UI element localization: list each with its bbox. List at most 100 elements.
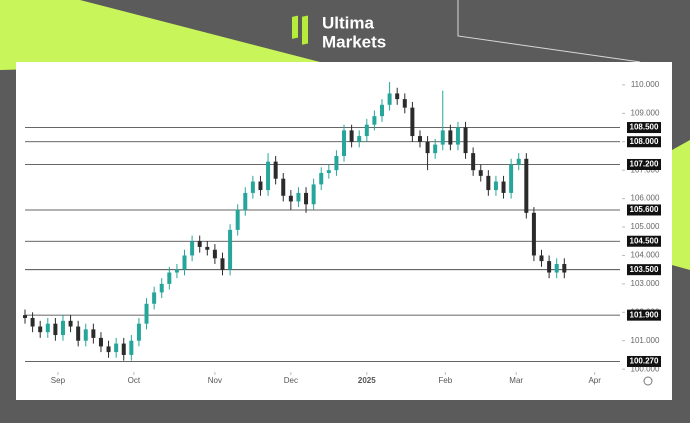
logo-text: Markets [322, 32, 386, 51]
candle-body [463, 127, 468, 154]
candle-body [212, 249, 217, 259]
candle-body [501, 181, 506, 193]
candle-body [30, 317, 35, 327]
candle-body [440, 130, 445, 145]
y-tick-label: 105.000 [631, 222, 660, 231]
x-tick-label: Nov [208, 376, 222, 385]
candle-body [83, 329, 88, 341]
candle-body [228, 229, 233, 270]
candle-body [53, 323, 58, 336]
level-label-box [627, 235, 661, 247]
candle-body [281, 178, 286, 196]
plot: 100.000101.000102.000103.000104.000105.0… [23, 80, 661, 385]
level-label: 105.600 [630, 205, 659, 214]
level-label: 108.000 [630, 137, 659, 146]
candle-body [349, 130, 354, 142]
y-tick-label: 106.000 [631, 194, 660, 203]
candle-body [524, 158, 529, 213]
candle-body [45, 323, 50, 333]
candle-body [190, 241, 195, 256]
candle-body [547, 261, 552, 273]
logo-icon [302, 15, 308, 45]
candle-body [516, 158, 521, 165]
candle-body [493, 181, 498, 191]
x-tick-label: Feb [438, 376, 452, 385]
candle-body [235, 209, 240, 230]
candle-body [167, 272, 172, 284]
x-tick-label: Oct [128, 376, 141, 385]
candle-body [326, 170, 331, 174]
candle-body [144, 303, 149, 324]
background-line [457, 0, 641, 63]
y-tick-label: 109.000 [631, 108, 660, 117]
candle-body [129, 340, 134, 355]
logo-text: Ultima [322, 13, 375, 32]
candle-body [76, 326, 81, 341]
background-accent [0, 0, 320, 70]
candle-body [91, 329, 96, 338]
level-label-box [627, 309, 661, 321]
candle-body [296, 192, 301, 202]
candle-body [486, 175, 491, 191]
logo-icon [292, 15, 298, 39]
candle-body [364, 124, 369, 137]
candle-body [152, 292, 157, 304]
candle-body [288, 195, 293, 202]
candle-body [372, 116, 377, 125]
candle-body [433, 144, 438, 154]
candle-body [106, 346, 111, 353]
level-label: 100.270 [630, 357, 659, 366]
candle-body [395, 93, 400, 100]
candle-body [243, 192, 248, 210]
candle-body [197, 241, 202, 247]
candle-body [68, 320, 73, 327]
x-tick-label: Mar [509, 376, 523, 385]
candle-body [98, 337, 103, 347]
candle-body [159, 283, 164, 293]
candle-body [539, 255, 544, 262]
candle-body [220, 258, 225, 270]
candle-body [417, 136, 422, 142]
x-tick-label: Apr [588, 376, 601, 385]
level-label: 104.500 [630, 236, 659, 245]
level-label-box [627, 264, 661, 276]
candle-body [121, 343, 126, 355]
candle-body [311, 184, 316, 205]
level-label: 107.200 [630, 160, 659, 169]
candle-body [205, 246, 210, 250]
candle-body [342, 130, 347, 156]
y-tick-label: 104.000 [631, 251, 660, 260]
level-label: 108.500 [630, 123, 659, 132]
candle-body [136, 323, 141, 341]
candle-body [402, 99, 407, 108]
candle-body [38, 326, 43, 333]
candle-body [319, 173, 324, 185]
level-label-box [627, 355, 661, 367]
candle-body [60, 320, 65, 336]
y-tick-label: 100.000 [631, 364, 660, 373]
candle-body [471, 153, 476, 171]
candle-body [455, 127, 460, 145]
level-label-box [627, 122, 661, 134]
candle-body [114, 343, 119, 353]
candle-body [554, 263, 559, 273]
level-label-box [627, 136, 661, 148]
background-accent [672, 140, 690, 270]
x-tick-label: 2025 [358, 376, 376, 385]
level-label: 103.500 [630, 265, 659, 274]
candle-body [250, 181, 255, 193]
x-tick-label: Dec [284, 376, 298, 385]
candle-body [478, 170, 483, 176]
settings-icon[interactable] [643, 376, 653, 386]
x-tick-label: Sep [51, 376, 66, 385]
candle-body [273, 161, 278, 179]
candle-body [531, 212, 536, 256]
candle-body [380, 104, 384, 117]
y-tick-label: 101.000 [631, 336, 660, 345]
candle-body [23, 315, 27, 318]
y-tick-label: 110.000 [631, 80, 660, 89]
candle-body [448, 130, 453, 145]
candle-body [425, 141, 430, 154]
candle-body [258, 181, 263, 191]
